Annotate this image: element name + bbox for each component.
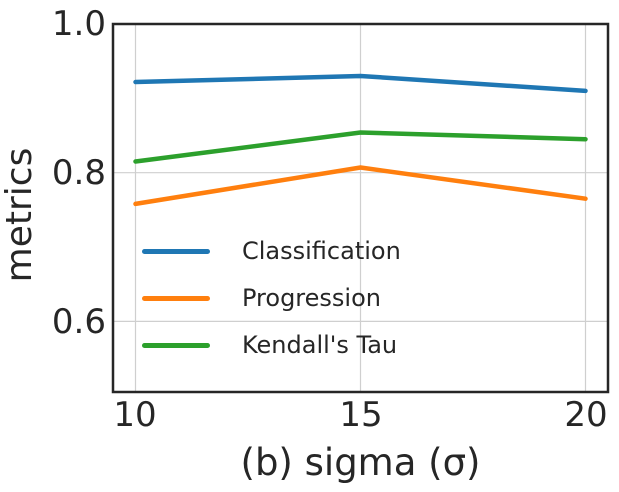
axes-spines [111,22,610,394]
y-tick-label: 0.8 [51,153,106,193]
legend-label: Progression [242,284,381,312]
x-axis-label: (b) sigma (σ) [240,441,481,484]
classification-line-swatch [142,248,210,254]
series-line-progression [133,165,588,207]
kendalls-tau-line-swatch [142,342,210,348]
series-line-kendall-s-tau [133,130,588,164]
progression-line-swatch [142,295,210,301]
series-line-classification [133,73,588,94]
y-tick-label: 1.0 [51,4,106,44]
y-axis-label: metrics [0,147,40,283]
x-tick-label: 20 [564,395,608,435]
x-tick-label: 15 [339,395,383,435]
legend-item-progression: Progression [142,284,381,312]
legend-label: Kendall's Tau [242,331,398,359]
legend-label: Classification [242,237,401,265]
legend-item-classification: Classification [142,237,401,265]
legend-item-kendalls-tau: Kendall's Tau [142,331,398,359]
x-tick-label: 10 [113,395,157,435]
y-tick-label: 0.6 [51,302,106,342]
